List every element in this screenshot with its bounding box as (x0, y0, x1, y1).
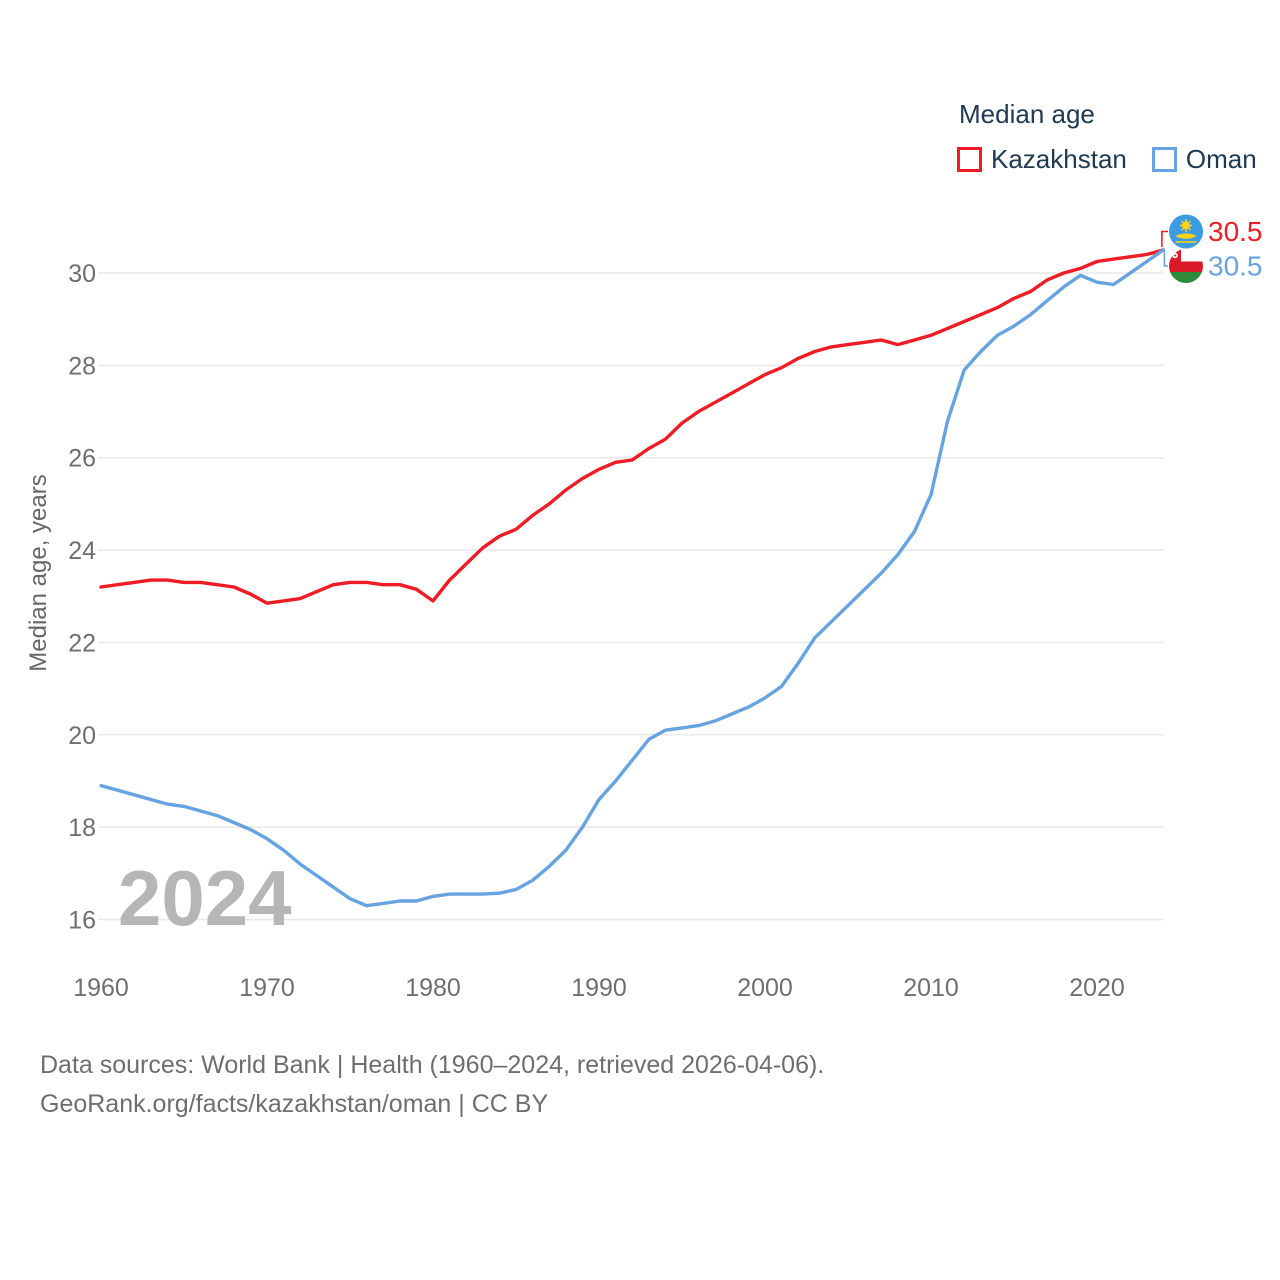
x-axis-tick-labels: 1960 1970 1980 1990 2000 2010 2020 (73, 974, 1125, 1002)
end-label-connectors (1161, 230, 1168, 267)
x-tick-2010: 2010 (903, 974, 959, 1002)
gridlines (98, 272, 1164, 921)
legend-title: Median age (959, 99, 1095, 129)
chart-legend: Median age Kazakhstan Oman (957, 99, 1257, 175)
kazakhstan-line (99, 248, 1166, 605)
y-axis-title-text: Median age, years (25, 474, 52, 671)
y-axis-tick-labels: 16 18 20 22 24 26 28 30 (68, 260, 96, 935)
kazakhstan-flag-icon (1169, 214, 1203, 249)
x-tick-1990: 1990 (571, 974, 627, 1002)
footer-attribution: GeoRank.org/facts/kazakhstan/oman | CC B… (40, 1090, 549, 1118)
kazakhstan-swatch-icon (957, 147, 982, 172)
end-value-labels: 30.5 30.5 (1208, 216, 1263, 282)
kazakhstan-end-value: 30.5 (1208, 216, 1263, 247)
y-tick-22: 22 (68, 629, 96, 657)
oman-flag-icon (1169, 249, 1203, 283)
x-tick-2000: 2000 (737, 974, 793, 1002)
oman-connector (1163, 250, 1168, 267)
y-axis-title: Median age, years (25, 474, 52, 671)
y-tick-24: 24 (68, 537, 96, 565)
y-tick-26: 26 (68, 445, 96, 473)
x-tick-1980: 1980 (405, 974, 461, 1002)
watermark-year: 2024 (118, 854, 292, 942)
legend-item-kazakhstan[interactable]: Kazakhstan (957, 144, 1127, 175)
watermark-text: 2024 (118, 854, 292, 942)
footer-data-sources: Data sources: World Bank | Health (1960–… (40, 1051, 825, 1079)
y-tick-16: 16 (68, 907, 96, 935)
x-tick-2020: 2020 (1069, 974, 1125, 1002)
y-tick-20: 20 (68, 722, 96, 750)
y-tick-18: 18 (68, 814, 96, 842)
oman-end-value: 30.5 (1208, 251, 1263, 282)
series-lines (99, 248, 1166, 908)
x-tick-1960: 1960 (73, 974, 129, 1002)
y-tick-30: 30 (68, 260, 96, 288)
legend-items: Kazakhstan Oman (957, 144, 1257, 175)
legend-item-oman[interactable]: Oman (1151, 144, 1257, 175)
oman-swatch-icon (1151, 147, 1177, 172)
kazakhstan-connector (1161, 230, 1168, 247)
legend-label: Oman (1185, 144, 1257, 174)
oman-line (99, 248, 1166, 908)
footer: Data sources: World Bank | Health (1960–… (40, 1046, 824, 1124)
x-tick-1970: 1970 (239, 974, 295, 1002)
legend-label: Kazakhstan (991, 144, 1127, 174)
y-tick-28: 28 (68, 352, 96, 380)
